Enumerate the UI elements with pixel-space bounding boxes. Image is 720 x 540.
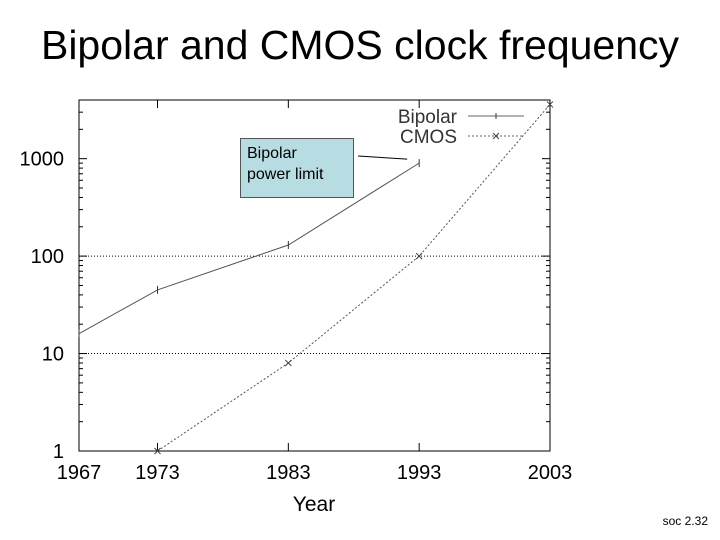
y-tick-label: 1 (53, 441, 64, 463)
x-tick-label: 1983 (266, 462, 311, 484)
annotation-pointer (357, 155, 408, 160)
annotation-box: Bipolar power limit (240, 138, 354, 198)
plot-frame (78, 99, 551, 452)
annotation-line-2: power limit (247, 166, 324, 183)
x-tick-label: 1973 (135, 462, 180, 484)
slide-title: Bipolar and CMOS clock frequency (40, 22, 680, 68)
y-tick-label: 1000 (20, 149, 65, 171)
grid-lines (79, 255, 550, 355)
legend-marker-cmos (492, 132, 500, 140)
axis-ticks: 1 10 100 1000 1967 1973 1983 1993 2003 (20, 99, 573, 484)
x-tick-label: 1967 (57, 462, 102, 484)
x-axis-title: Year (293, 493, 335, 516)
series-lines (78, 101, 554, 455)
series-line-bipolar (78, 162, 420, 335)
x-tick-label: 1993 (397, 462, 442, 484)
data-point-cmos (284, 359, 292, 367)
legend-label-cmos: CMOS (400, 127, 457, 148)
y-tick-label: 10 (42, 344, 64, 366)
data-point-cmos (154, 447, 161, 455)
y-tick-label: 100 (31, 246, 64, 268)
data-point-cmos (415, 252, 423, 260)
legend-label-bipolar: Bipolar (398, 107, 458, 128)
data-point-cmos (546, 101, 554, 108)
x-tick-label: 2003 (528, 462, 573, 484)
annotation-line-1: Bipolar (247, 145, 297, 162)
slide-footer-ref: soc 2.32 (662, 514, 708, 528)
